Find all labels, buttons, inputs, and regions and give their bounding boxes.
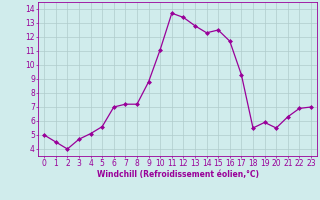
X-axis label: Windchill (Refroidissement éolien,°C): Windchill (Refroidissement éolien,°C) <box>97 170 259 179</box>
